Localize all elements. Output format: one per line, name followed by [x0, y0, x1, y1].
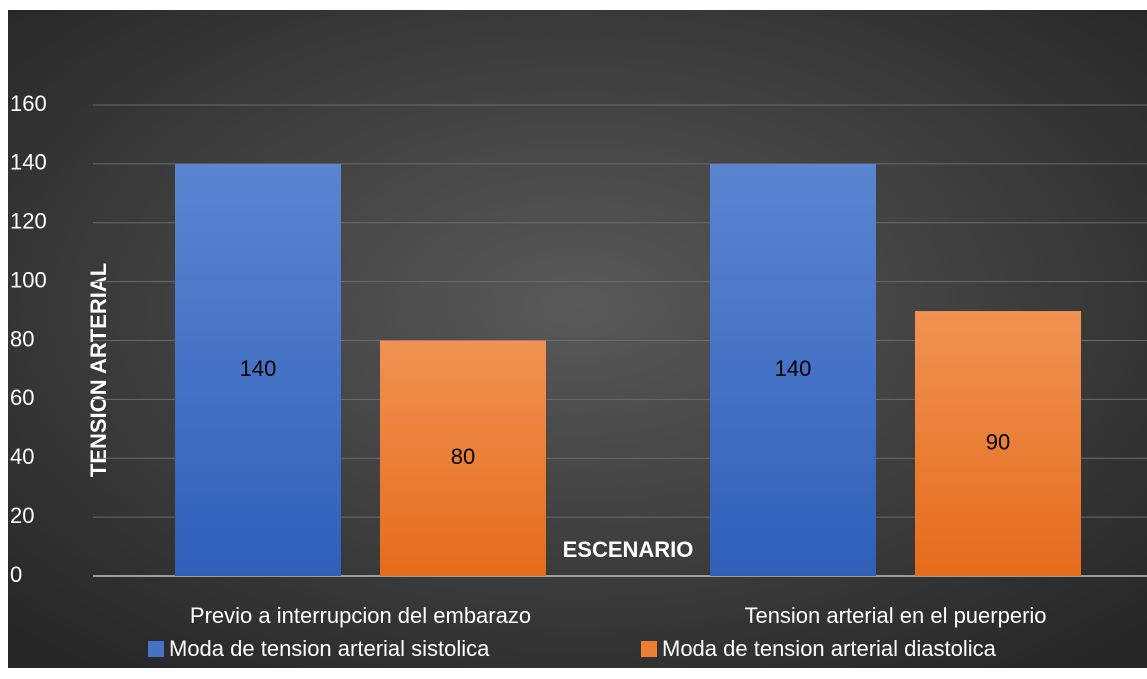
y-tick-label: 60: [10, 385, 34, 410]
legend-label: Moda de tension arterial sistolica: [169, 636, 490, 661]
y-tick-label: 20: [10, 503, 34, 528]
y-tick-label: 120: [10, 209, 47, 234]
bar: [175, 163, 341, 576]
y-axis-title: TENSION ARTERIAL: [86, 263, 111, 477]
data-label: 90: [986, 429, 1010, 454]
x-tick-label: Previo a interrupcion del embarazo: [190, 603, 531, 628]
data-label: 140: [240, 356, 277, 381]
y-tick-label: 80: [10, 326, 34, 351]
bar: [710, 163, 876, 576]
y-tick-label: 140: [10, 150, 47, 175]
data-label: 140: [775, 356, 812, 381]
legend-swatch: [148, 641, 164, 657]
y-tick-label: 40: [10, 444, 34, 469]
y-tick-label: 100: [10, 267, 47, 292]
x-tick-label: Tension arterial en el puerperio: [744, 603, 1046, 628]
x-axis-title: ESCENARIO: [563, 537, 694, 562]
data-label: 80: [451, 444, 475, 469]
y-tick-label: 0: [10, 562, 22, 587]
y-tick-label: 160: [10, 91, 47, 116]
legend-label: Moda de tension arterial diastolica: [662, 636, 997, 661]
legend-swatch: [641, 641, 657, 657]
bar: [915, 311, 1081, 576]
bar: [380, 340, 546, 576]
